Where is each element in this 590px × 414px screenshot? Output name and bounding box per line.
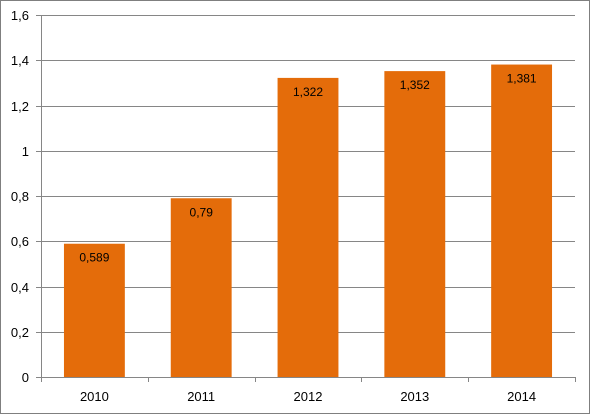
- axes: [36, 15, 576, 382]
- y-tick-labels: 0 0,2 0,4 0,6 0,8 1 1,2 1,4 1,6: [11, 8, 29, 385]
- y-tick-label: 1: [22, 144, 29, 159]
- data-label-2011: 0,79: [190, 205, 214, 219]
- y-tick-label: 0,2: [11, 325, 29, 340]
- y-tick-label: 0,4: [11, 280, 29, 295]
- y-tick-label: 1,2: [11, 99, 29, 114]
- data-label-2010: 0,589: [79, 251, 109, 265]
- x-tick-label: 2013: [400, 389, 429, 404]
- data-label-2013: 1,352: [400, 78, 430, 92]
- x-tick-label: 2012: [294, 389, 323, 404]
- y-tick-label: 1,4: [11, 53, 29, 68]
- bar-2011: [170, 198, 232, 377]
- x-tick-label: 2014: [507, 389, 536, 404]
- bar-2013: [384, 71, 446, 378]
- x-tick-label: 2010: [80, 389, 109, 404]
- bar-2010: [63, 243, 125, 377]
- x-tick-labels: 2010 2011 2012 2013 2014: [80, 389, 536, 404]
- data-label-2012: 1,322: [293, 85, 323, 99]
- bar-2014: [491, 64, 553, 377]
- data-labels: 0,589 0,79 1,322 1,352 1,381: [79, 72, 537, 265]
- bar-2012: [277, 77, 339, 378]
- y-tick-label: 1,6: [11, 8, 29, 23]
- x-tick-label: 2011: [187, 389, 215, 404]
- y-tick-label: 0,6: [11, 234, 29, 249]
- y-tick-label: 0,8: [11, 189, 29, 204]
- bars: [63, 64, 553, 378]
- y-tick-label: 0: [22, 370, 29, 385]
- data-label-2014: 1,381: [507, 72, 537, 86]
